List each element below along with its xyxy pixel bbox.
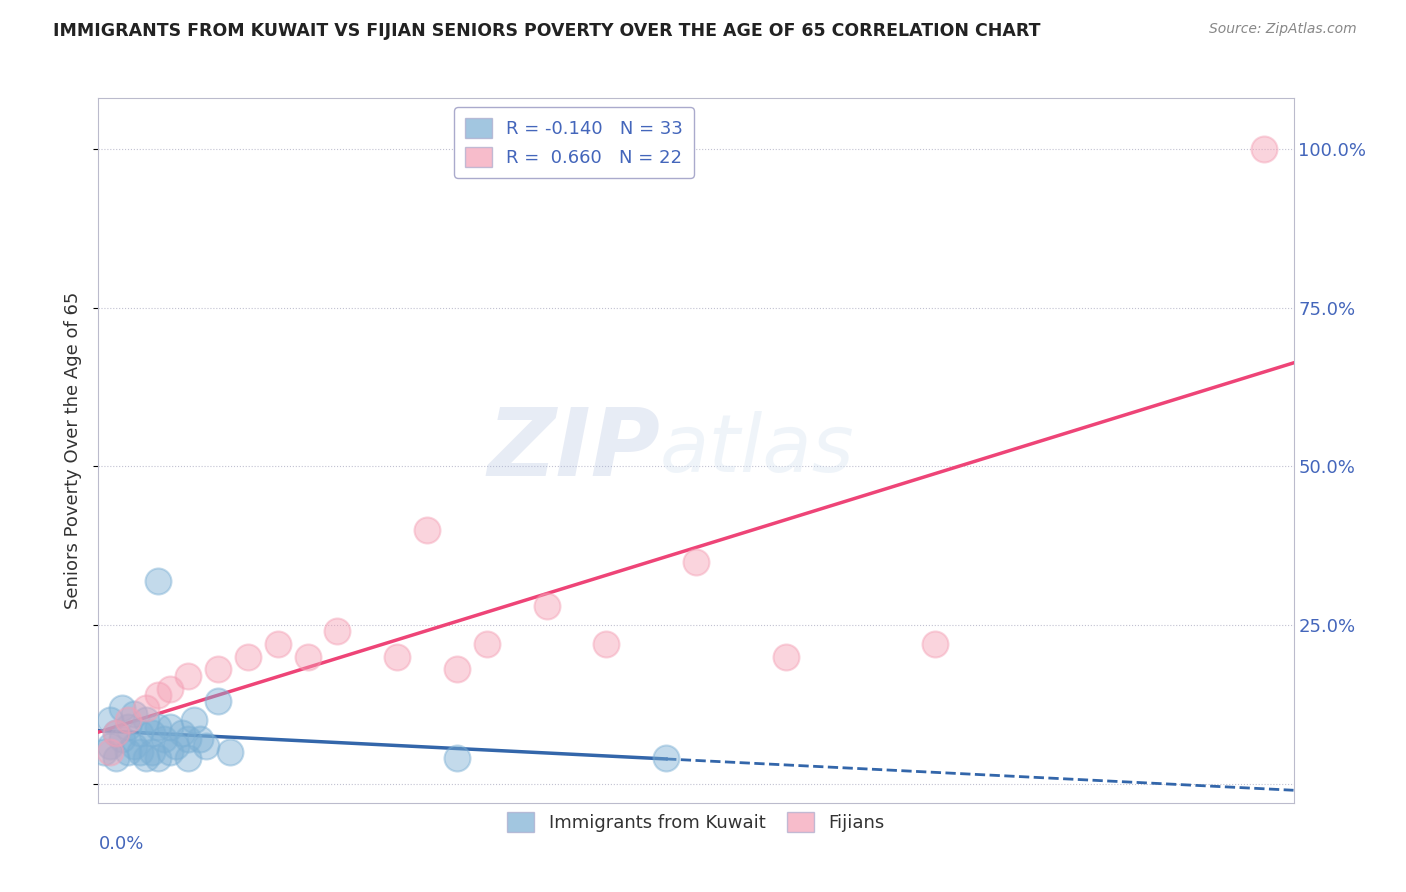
Point bbox=[117, 713, 139, 727]
Point bbox=[219, 745, 242, 759]
Point bbox=[775, 649, 797, 664]
Point bbox=[297, 649, 319, 664]
Point bbox=[98, 745, 122, 759]
Point bbox=[236, 649, 259, 664]
Point bbox=[655, 751, 678, 765]
Legend: Immigrants from Kuwait, Fijians: Immigrants from Kuwait, Fijians bbox=[501, 805, 891, 839]
Point bbox=[159, 681, 181, 696]
Point bbox=[105, 751, 128, 765]
Point bbox=[446, 663, 468, 677]
Point bbox=[183, 713, 205, 727]
Point bbox=[135, 700, 157, 714]
Point bbox=[195, 739, 218, 753]
Point bbox=[148, 720, 170, 734]
Point bbox=[111, 700, 134, 714]
Y-axis label: Seniors Poverty Over the Age of 65: Seniors Poverty Over the Age of 65 bbox=[65, 292, 83, 609]
Point bbox=[1253, 142, 1275, 156]
Point bbox=[105, 726, 128, 740]
Point bbox=[98, 713, 122, 727]
Point bbox=[165, 739, 187, 753]
Point bbox=[141, 745, 163, 759]
Point bbox=[536, 599, 558, 613]
Text: atlas: atlas bbox=[661, 411, 855, 490]
Point bbox=[98, 739, 122, 753]
Point bbox=[446, 751, 468, 765]
Point bbox=[117, 720, 139, 734]
Point bbox=[326, 624, 349, 639]
Point bbox=[385, 649, 409, 664]
Point bbox=[177, 751, 200, 765]
Point bbox=[267, 637, 290, 651]
Point bbox=[105, 726, 128, 740]
Point bbox=[111, 732, 134, 747]
Point bbox=[141, 726, 163, 740]
Point bbox=[148, 688, 170, 702]
Point bbox=[188, 732, 211, 747]
Point bbox=[416, 523, 439, 537]
Point bbox=[153, 732, 176, 747]
Point bbox=[685, 555, 707, 569]
Point bbox=[159, 745, 181, 759]
Point bbox=[135, 713, 157, 727]
Text: IMMIGRANTS FROM KUWAIT VS FIJIAN SENIORS POVERTY OVER THE AGE OF 65 CORRELATION : IMMIGRANTS FROM KUWAIT VS FIJIAN SENIORS… bbox=[53, 22, 1040, 40]
Point bbox=[159, 720, 181, 734]
Point bbox=[924, 637, 946, 651]
Point bbox=[124, 739, 146, 753]
Point bbox=[124, 706, 146, 721]
Text: ZIP: ZIP bbox=[488, 404, 661, 497]
Point bbox=[129, 745, 152, 759]
Point bbox=[135, 751, 157, 765]
Point bbox=[207, 694, 229, 708]
Text: Source: ZipAtlas.com: Source: ZipAtlas.com bbox=[1209, 22, 1357, 37]
Point bbox=[93, 745, 115, 759]
Text: 0.0%: 0.0% bbox=[98, 835, 143, 853]
Point bbox=[177, 669, 200, 683]
Point bbox=[595, 637, 617, 651]
Point bbox=[207, 663, 229, 677]
Point bbox=[129, 726, 152, 740]
Point bbox=[117, 745, 139, 759]
Point bbox=[172, 726, 194, 740]
Point bbox=[148, 751, 170, 765]
Point bbox=[177, 732, 200, 747]
Point bbox=[148, 574, 170, 588]
Point bbox=[475, 637, 498, 651]
